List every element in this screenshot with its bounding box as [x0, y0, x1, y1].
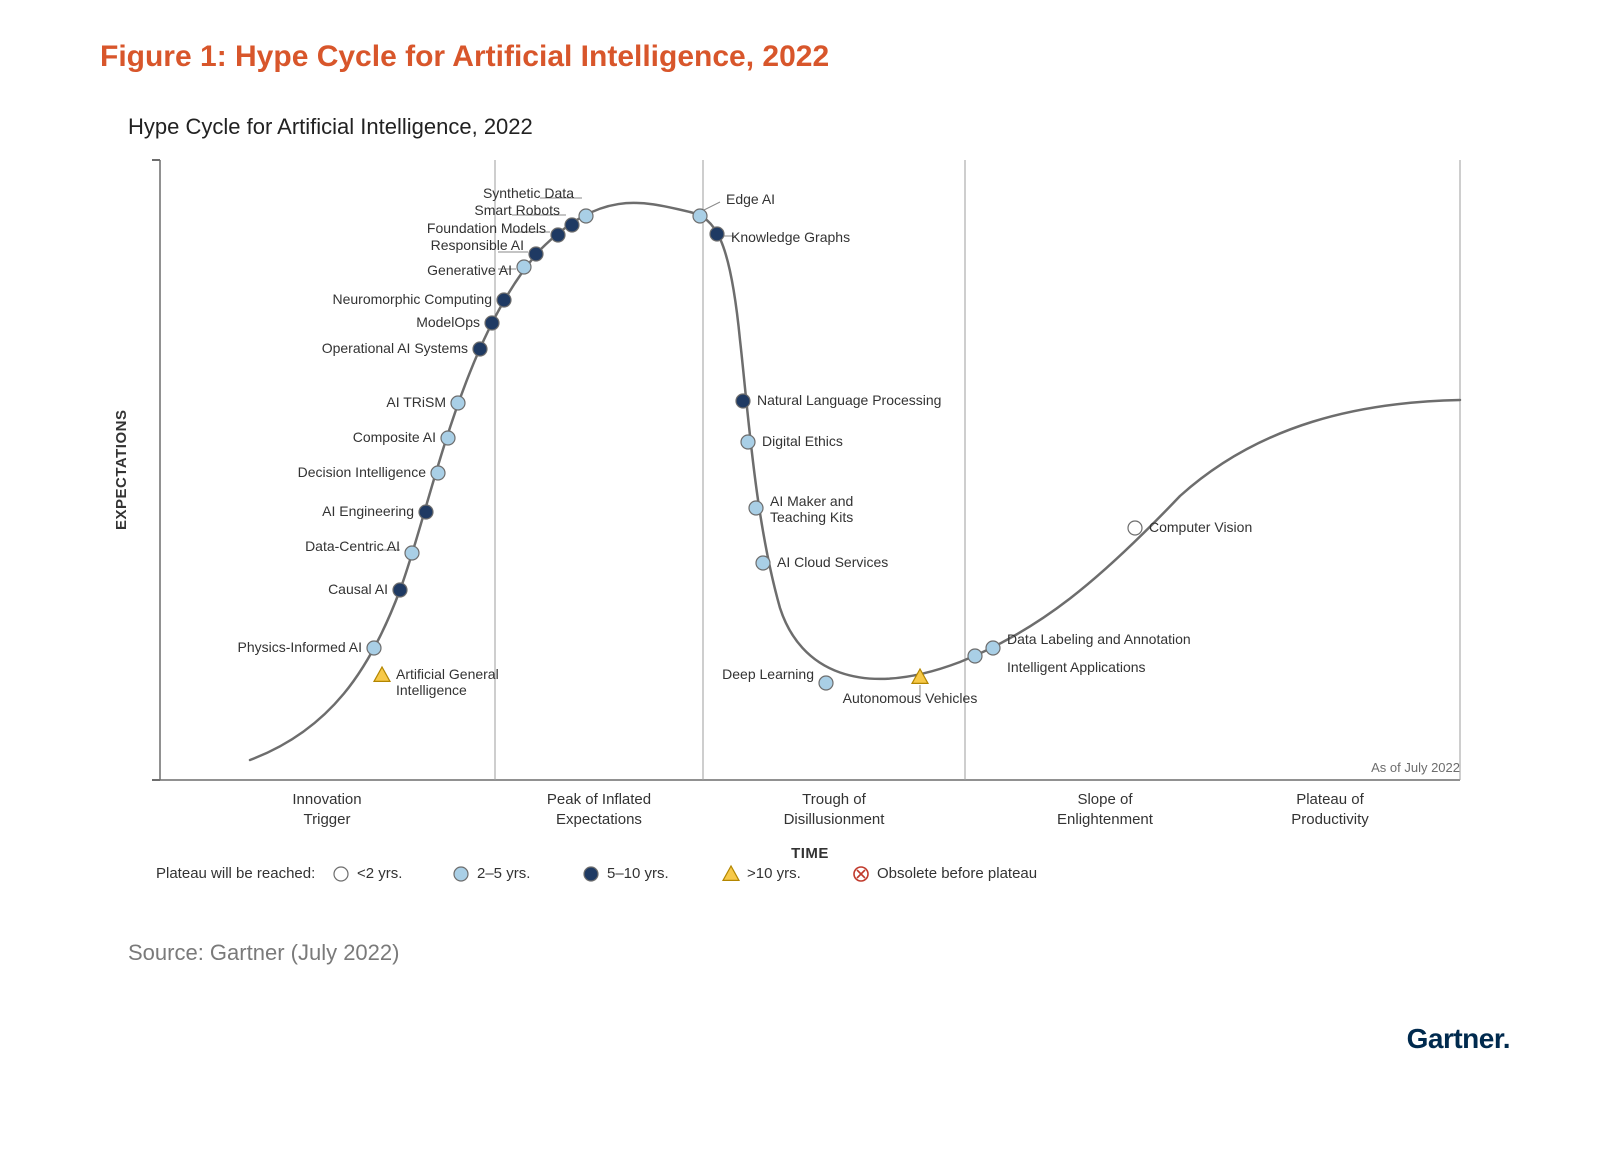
tech-label: Smart Robots [474, 202, 560, 218]
tech-point: Digital Ethics [741, 433, 843, 449]
tech-label: Natural Language Processing [757, 392, 941, 408]
tech-point: AI TRiSM [386, 394, 465, 410]
tech-label: Teaching Kits [770, 509, 853, 525]
tech-label: Decision Intelligence [298, 464, 427, 480]
tech-point: AI Cloud Services [756, 554, 888, 570]
tech-label: Composite AI [353, 429, 436, 445]
phase-label: Disillusionment [784, 811, 886, 828]
tech-label: Generative AI [427, 262, 512, 278]
tech-label: Data Labeling and Annotation [1007, 631, 1191, 647]
tech-label: AI TRiSM [386, 394, 446, 410]
tech-label: AI Engineering [322, 503, 414, 519]
tech-label: Knowledge Graphs [731, 229, 850, 245]
phase-label: Trigger [304, 811, 351, 828]
tech-label: Deep Learning [722, 666, 814, 682]
asof-label: As of July 2022 [1371, 760, 1460, 775]
tech-point: AI Engineering [322, 503, 433, 519]
tech-point: Data-Centric AI [305, 538, 419, 560]
phase-label: Peak of Inflated [547, 791, 651, 808]
tech-label: Computer Vision [1149, 519, 1252, 535]
tech-point: Natural Language Processing [736, 392, 941, 408]
phase-label: Innovation [292, 791, 361, 808]
tech-point: Decision Intelligence [298, 464, 445, 480]
tech-point: AI Maker andTeaching Kits [749, 493, 853, 525]
chart-subtitle: Hype Cycle for Artificial Intelligence, … [128, 114, 1520, 140]
tech-point: Edge AI [693, 191, 775, 223]
tech-point: Causal AI [328, 581, 407, 597]
tech-label: Intelligence [396, 682, 467, 698]
tech-label: Data-Centric AI [305, 538, 400, 554]
phase-label: Enlightenment [1057, 811, 1154, 828]
tech-label: Foundation Models [427, 220, 546, 236]
tech-point: Deep Learning [722, 666, 833, 690]
phase-label: Plateau of [1296, 791, 1364, 808]
tech-point: Computer Vision [1128, 519, 1252, 535]
legend-item-label: Obsolete before plateau [877, 865, 1037, 882]
tech-label: Digital Ethics [762, 433, 843, 449]
chart-container: EXPECTATIONS Innovation Trigger Peak of Inf… [100, 140, 1520, 900]
legend-title: Plateau will be reached: [156, 865, 315, 882]
tech-point: ModelOps [416, 314, 499, 330]
tech-label: Synthetic Data [483, 185, 574, 201]
legend-item-label: 5–10 yrs. [607, 865, 669, 882]
tech-label: Causal AI [328, 581, 388, 597]
tech-label: Operational AI Systems [322, 340, 468, 356]
tech-point: Physics-Informed AI [238, 639, 382, 655]
tech-point: Responsible AI [431, 237, 543, 261]
tech-label: Responsible AI [431, 237, 524, 253]
tech-point: Data Labeling and Annotation [986, 631, 1191, 655]
hype-cycle-chart: EXPECTATIONS Innovation Trigger Peak of Inf… [100, 140, 1480, 900]
brand-label: Gartner. [1407, 1023, 1510, 1055]
legend-item-label: <2 yrs. [357, 865, 402, 882]
tech-label: Neuromorphic Computing [332, 291, 492, 307]
phase-label: Trough of [802, 791, 866, 808]
phase-label: Expectations [556, 811, 642, 828]
tech-label: Artificial General [396, 666, 499, 682]
tech-label: Physics-Informed AI [238, 639, 363, 655]
phase-label: Productivity [1291, 811, 1369, 828]
figure-title: Figure 1: Hype Cycle for Artificial Inte… [100, 40, 1520, 74]
tech-point: Neuromorphic Computing [332, 291, 511, 307]
tech-label: ModelOps [416, 314, 480, 330]
tech-label: Intelligent Applications [1007, 659, 1146, 675]
tech-label: Autonomous Vehicles [843, 690, 978, 706]
x-axis-label: TIME [791, 845, 829, 862]
legend-item-label: 2–5 yrs. [477, 865, 530, 882]
tech-point: Operational AI Systems [322, 340, 487, 356]
tech-point: Generative AI [427, 260, 531, 278]
tech-point: Knowledge Graphs [710, 227, 850, 245]
source-line: Source: Gartner (July 2022) [128, 940, 1520, 966]
tech-label: AI Cloud Services [777, 554, 888, 570]
tech-point: Composite AI [353, 429, 455, 445]
phase-label: Slope of [1077, 791, 1133, 808]
tech-point: Artificial GeneralIntelligence [374, 666, 499, 698]
legend-item-label: >10 yrs. [747, 865, 801, 882]
tech-label: Edge AI [726, 191, 775, 207]
y-axis-label: EXPECTATIONS [113, 410, 130, 530]
tech-point: Autonomous Vehicles [843, 669, 978, 706]
tech-label: AI Maker and [770, 493, 853, 509]
